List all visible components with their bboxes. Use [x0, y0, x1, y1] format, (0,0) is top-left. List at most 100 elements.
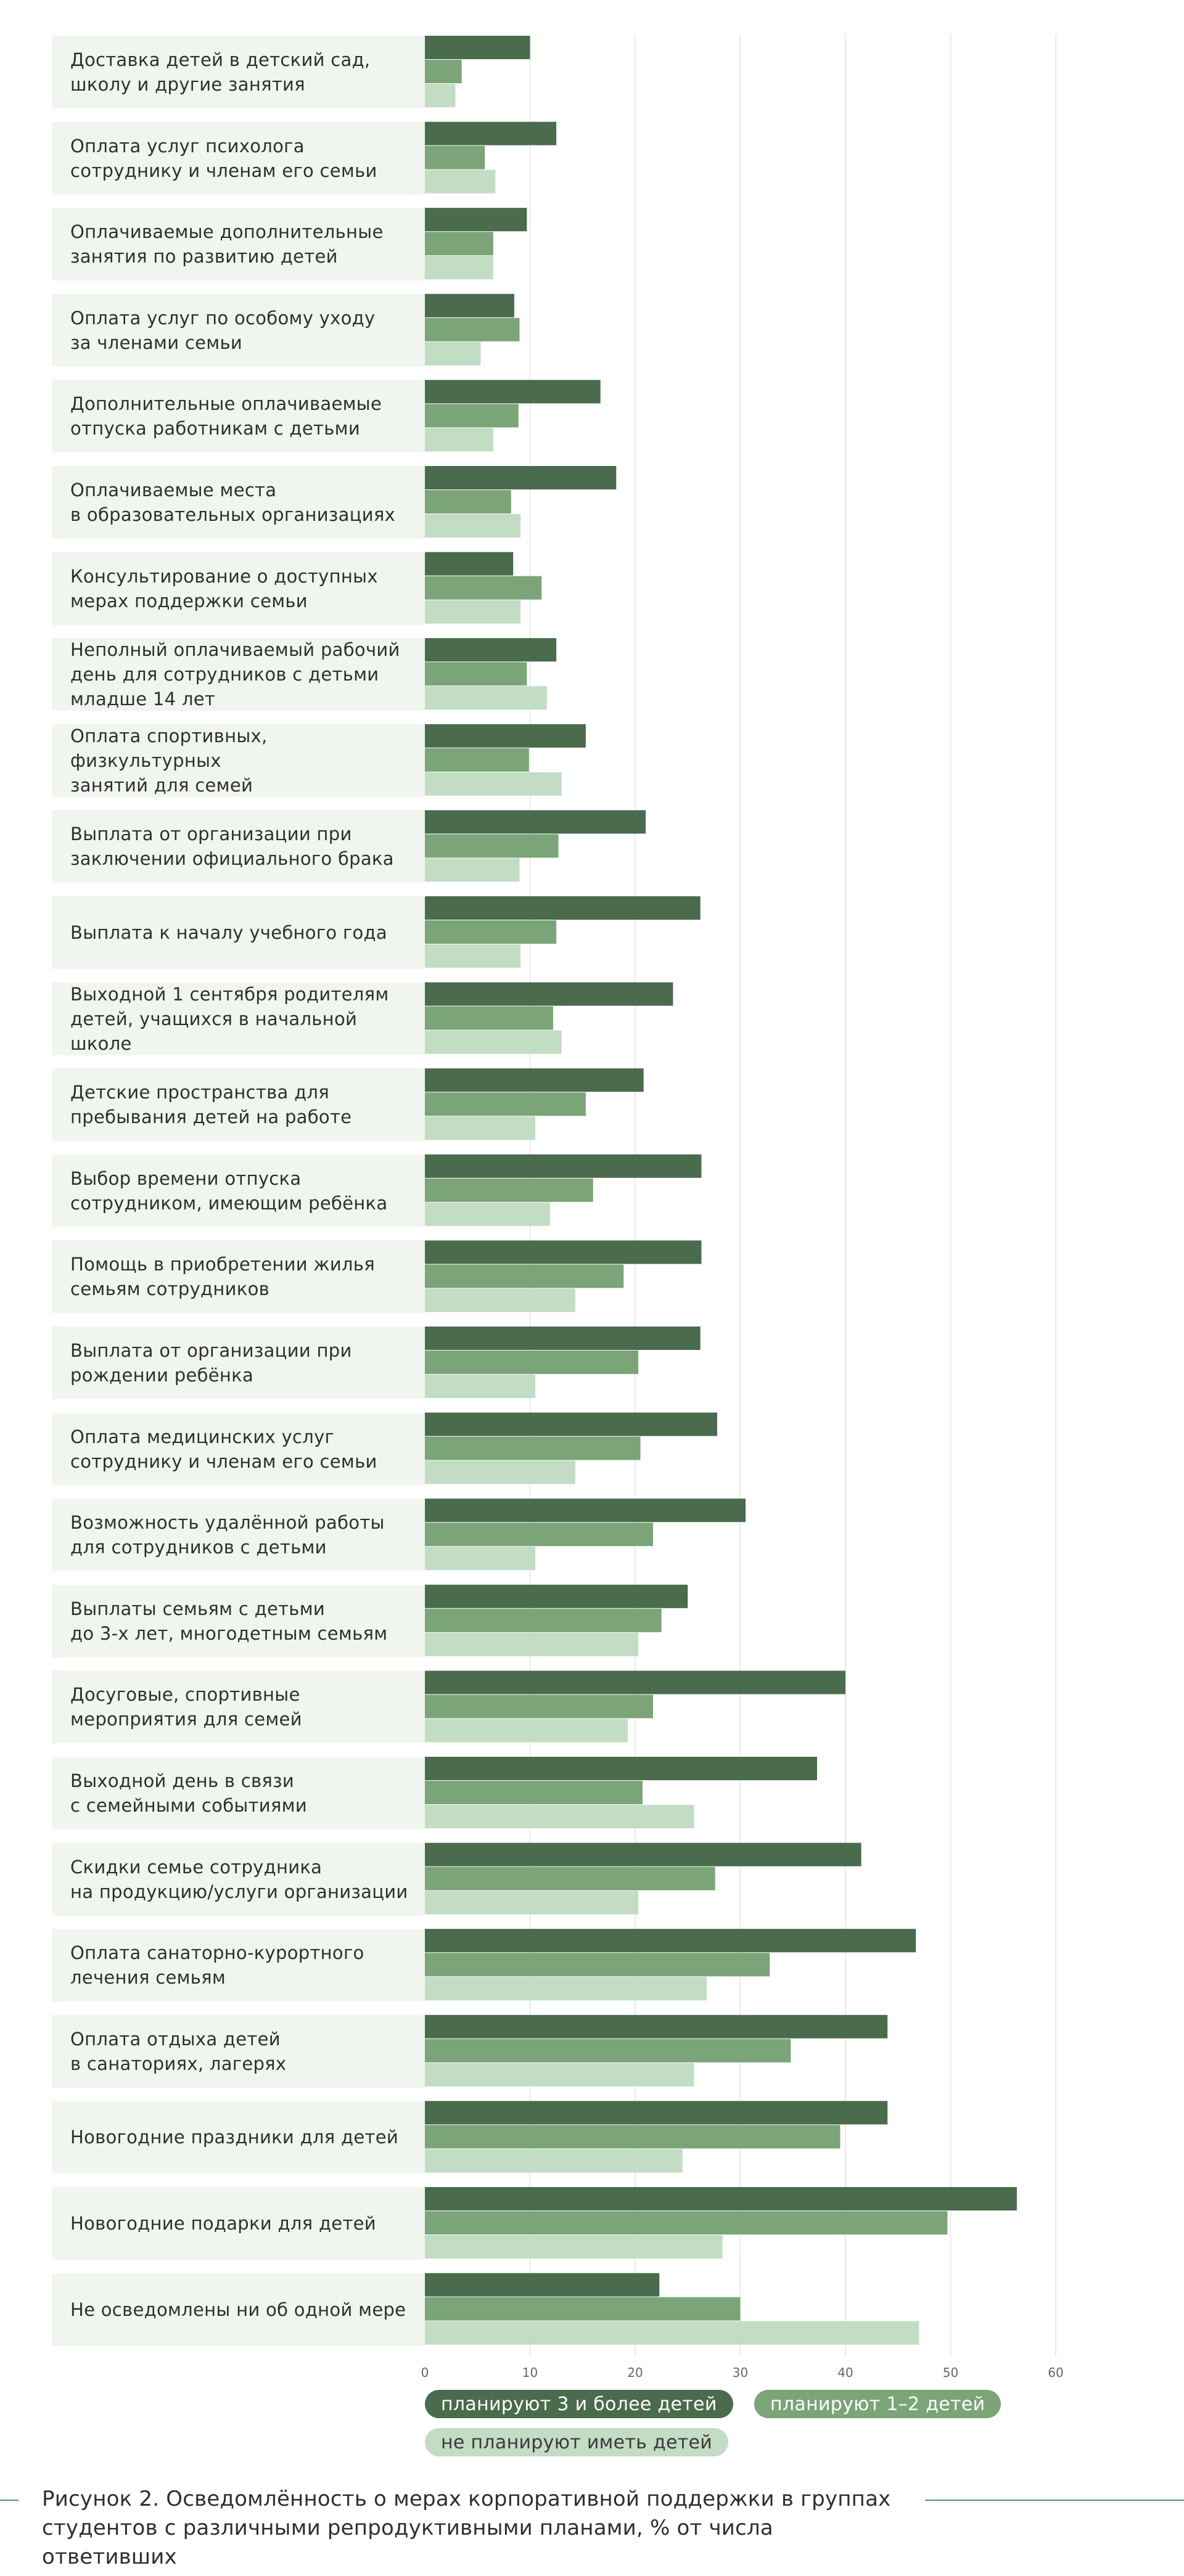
bar-series-1 — [425, 638, 557, 662]
bar-series-2 — [425, 1523, 653, 1547]
bar-series-3 — [425, 1460, 575, 1484]
bar-series-2 — [425, 834, 559, 858]
bar-series-1 — [425, 1929, 916, 1953]
bar-series-1 — [425, 1584, 688, 1608]
category-label: Оплата медицинских услуг сотруднику и чл… — [52, 1412, 425, 1486]
x-tick-label: 20 — [627, 2365, 643, 2380]
bar-series-3 — [425, 2063, 694, 2087]
legend-label: планируют 1–2 детей — [770, 2393, 985, 2415]
category-label: Возможность удалённой работы для сотрудн… — [52, 1499, 425, 1572]
category-label: Выбор времени отпуска сотрудником, имеющ… — [52, 1154, 425, 1227]
category-label: Доставка детей в детский сад, школу и др… — [52, 36, 425, 108]
caption-divider-left — [0, 2500, 18, 2501]
bar-series-1 — [425, 810, 646, 834]
figure-caption: Рисунок 2. Осведомлённость о мерах корпо… — [42, 2485, 893, 2572]
bar-series-2 — [425, 1264, 624, 1288]
legend-item-1: планируют 3 и более детей — [425, 2390, 733, 2418]
category-label-text: Новогодние подарки для детей — [70, 2213, 376, 2234]
legend-item-2: планируют 1–2 детей — [754, 2390, 1001, 2418]
bar-series-3 — [425, 1891, 639, 1915]
bar-series-3 — [425, 428, 493, 452]
category-label: Скидки семье сотрудника на продукцию/усл… — [52, 1842, 425, 1916]
bar-series-1 — [425, 1240, 702, 1264]
bar-series-3 — [425, 1375, 536, 1398]
x-tick-label: 40 — [837, 2365, 853, 2380]
category-label: Досуговые, спортивные мероприятия для се… — [52, 1670, 425, 1744]
category-label-text: Оплата услуг психолога сотруднику и член… — [70, 135, 377, 181]
legend-label: планируют 3 и более детей — [441, 2393, 717, 2415]
category-label-text: Выходной 1 сентября родителям детей, уча… — [70, 983, 389, 1054]
bar-series-2 — [425, 60, 462, 83]
category-label-text: Новогодние праздники для детей — [70, 2127, 399, 2148]
category-label-text: Оплата отдыха детей в санаториях, лагеря… — [70, 2028, 287, 2074]
category-label-text: Выплата от организации при рождении ребё… — [70, 1340, 352, 1386]
category-label: Оплачиваемые дополнительные занятия по р… — [52, 208, 425, 281]
bar-series-2 — [425, 1781, 643, 1804]
bar-series-1 — [425, 2101, 888, 2125]
category-label: Детские пространства для пребывания дете… — [52, 1068, 425, 1142]
bar-series-1 — [425, 466, 617, 489]
bar-series-2 — [425, 576, 542, 600]
bar-series-1 — [425, 208, 527, 232]
bar-series-1 — [425, 724, 586, 748]
bar-series-3 — [425, 1288, 575, 1312]
category-label: Помощь в приобретении жилья семьям сотру… — [52, 1240, 425, 1314]
category-label-text: Оплата медицинских услуг сотруднику и чл… — [70, 1426, 377, 1472]
bar-series-1 — [425, 121, 557, 145]
bar-series-3 — [425, 1719, 628, 1743]
category-label: Выходной день в связи с семейными событи… — [52, 1757, 425, 1830]
category-label: Выплата от организации при рождении ребё… — [52, 1327, 425, 1399]
bar-series-3 — [425, 1202, 550, 1226]
bar-series-3 — [425, 1547, 536, 1571]
bar-series-1 — [425, 982, 673, 1006]
bar-series-3 — [425, 2235, 723, 2259]
category-label-text: Не осведомлены ни об одной мере — [70, 2299, 406, 2320]
category-label-text: Выплаты семьям с детьми до 3-х лет, мног… — [70, 1598, 388, 1644]
legend-item-3: не планируют иметь детей — [425, 2428, 729, 2456]
category-label: Выплата от организации при заключении оф… — [52, 810, 425, 883]
bar-series-1 — [425, 1499, 746, 1523]
category-label-text: Детские пространства для пребывания дете… — [70, 1082, 352, 1128]
category-label: Неполный оплачиваемый рабочий день для с… — [52, 638, 425, 711]
legend-label: не планируют иметь детей — [441, 2431, 713, 2453]
bar-series-1 — [425, 1757, 817, 1780]
bar-series-3 — [425, 341, 481, 366]
x-tick-label: 60 — [1048, 2365, 1063, 2380]
bar-series-2 — [425, 1436, 641, 1460]
category-label: Оплата услуг по особому уходу за членами… — [52, 293, 425, 367]
bar-series-2 — [425, 317, 520, 341]
category-label-text: Помощь в приобретении жилья семьям сотру… — [70, 1254, 375, 1300]
bar-series-3 — [425, 1977, 707, 2001]
bar-series-2 — [425, 1092, 586, 1116]
bar-series-3 — [425, 1030, 562, 1054]
bar-series-2 — [425, 662, 527, 686]
x-tick-label: 30 — [733, 2365, 748, 2380]
bar-series-1 — [425, 1327, 701, 1350]
category-label: Оплата спортивных, физкультурных занятий… — [52, 724, 425, 797]
bar-series-1 — [425, 1842, 861, 1867]
bar-series-1 — [425, 2187, 1017, 2210]
category-label-text: Консультирование о доступных мерах подде… — [70, 565, 378, 611]
x-tick-label: 50 — [943, 2365, 958, 2380]
bar-series-3 — [425, 944, 521, 968]
bar-series-2 — [425, 1695, 653, 1719]
category-label: Выплата к началу учебного года — [52, 896, 425, 969]
bar-series-2 — [425, 748, 529, 772]
category-label-text: Доставка детей в детский сад, школу и др… — [70, 49, 371, 95]
bar-series-2 — [425, 1953, 770, 1977]
category-label-text: Выплата к началу учебного года — [70, 922, 387, 943]
bar-series-3 — [425, 686, 547, 710]
bar-series-3 — [425, 256, 493, 280]
bar-series-2 — [425, 2211, 948, 2235]
caption-divider-right — [925, 2500, 1184, 2501]
bar-series-1 — [425, 36, 530, 59]
category-label-text: Неполный оплачиваемый рабочий день для с… — [70, 639, 400, 710]
bar-series-3 — [425, 2149, 683, 2173]
bar-series-2 — [425, 1867, 715, 1891]
category-label: Новогодние подарки для детей — [52, 2187, 425, 2260]
bar-series-1 — [425, 896, 701, 920]
bar-series-1 — [425, 1154, 702, 1178]
category-label-text: Оплачиваемые места в образовательных орг… — [70, 480, 396, 525]
